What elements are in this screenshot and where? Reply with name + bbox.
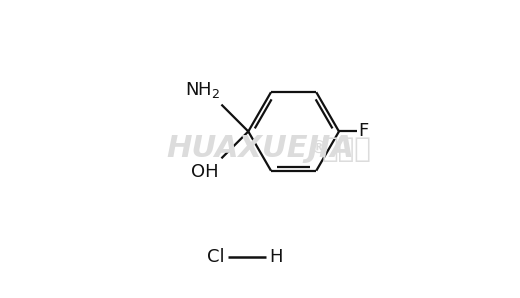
Text: H: H bbox=[269, 248, 282, 266]
Text: F: F bbox=[358, 122, 368, 140]
Text: 化学加: 化学加 bbox=[321, 135, 371, 163]
Text: HUAXUEJIA: HUAXUEJIA bbox=[166, 134, 355, 164]
Text: ®: ® bbox=[310, 140, 328, 158]
Text: NH$_2$: NH$_2$ bbox=[185, 80, 220, 100]
Text: Cl: Cl bbox=[207, 248, 225, 266]
Text: OH: OH bbox=[191, 163, 218, 181]
